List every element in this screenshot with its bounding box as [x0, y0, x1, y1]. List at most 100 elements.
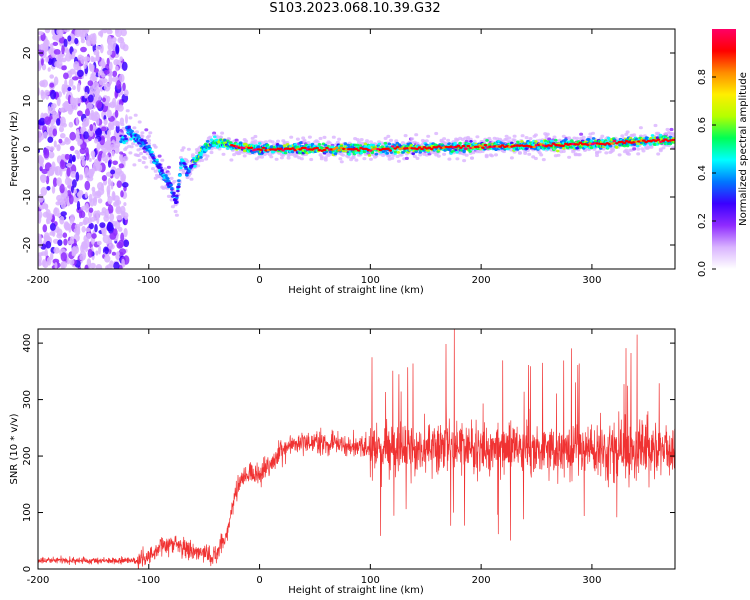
heatmap-cell [343, 142, 348, 146]
heatmap-cell [129, 137, 133, 141]
heatmap-peak [315, 146, 320, 150]
heatmap-cell [147, 138, 151, 143]
heatmap-cell [547, 146, 551, 150]
heatmap-cell [129, 145, 134, 149]
x-tick-label: -100 [137, 275, 160, 286]
heatmap-cell [83, 216, 89, 225]
heatmap-cell [484, 153, 489, 157]
heatmap-cell [88, 158, 92, 162]
heatmap-cell [337, 137, 342, 141]
heatmap-peak [568, 142, 573, 146]
y-tick-label: 10 [22, 95, 33, 108]
snr-x-ticks: -200 -100 0 100 200 300 [27, 329, 601, 586]
heatmap-cell [128, 151, 133, 155]
heatmap-cell [112, 160, 118, 166]
heatmap-cell [38, 130, 42, 140]
heatmap-cell [116, 214, 123, 221]
heatmap-cell [46, 256, 52, 266]
heatmap-cell [97, 198, 103, 204]
heatmap-cell [56, 228, 63, 237]
heatmap-cell [279, 156, 284, 160]
heatmap-cell [87, 248, 93, 258]
heatmap-cell [502, 149, 506, 154]
heatmap-cell [63, 29, 70, 33]
heatmap-cell [117, 104, 124, 112]
heatmap-cell [109, 260, 114, 268]
heatmap-cell [88, 168, 94, 178]
spectrogram-marks [38, 29, 675, 269]
heatmap-cell [190, 153, 195, 157]
heatmap-cell [426, 149, 431, 152]
heatmap-cell [462, 159, 467, 163]
heatmap-cell [256, 145, 261, 149]
heatmap-cell [144, 128, 149, 132]
heatmap-cell [554, 138, 558, 142]
heatmap-cell [434, 131, 439, 136]
heatmap-cell [494, 148, 498, 152]
heatmap-cell [160, 158, 165, 162]
heatmap-cell [556, 153, 561, 157]
heatmap-peak [551, 142, 556, 145]
heatmap-cell [96, 210, 101, 219]
heatmap-cell [339, 160, 344, 164]
heatmap-cell [71, 251, 77, 257]
colorbar-gradient [712, 29, 736, 269]
heatmap-cell [92, 39, 97, 45]
heatmap-cell [49, 120, 55, 126]
heatmap-cell [79, 221, 83, 227]
heatmap-cell [187, 170, 191, 173]
heatmap-cell [95, 94, 102, 102]
heatmap-cell [39, 80, 45, 87]
heatmap-cell [242, 154, 247, 158]
heatmap-cell [101, 227, 107, 237]
heatmap-peak [481, 146, 485, 149]
heatmap-peak [356, 149, 361, 152]
heatmap-cell [73, 189, 77, 194]
heatmap-cell [139, 151, 143, 156]
heatmap-cell [48, 151, 55, 159]
heatmap-cell [323, 158, 328, 162]
colorbar-ticks: 0.0 0.2 0.4 0.6 0.8 [697, 69, 716, 277]
heatmap-cell [85, 152, 90, 161]
heatmap-cell [105, 265, 109, 269]
heatmap-peak [610, 142, 614, 145]
heatmap-cell [140, 134, 145, 138]
heatmap-peak [300, 146, 305, 150]
heatmap-cell [159, 166, 163, 170]
heatmap-cell [46, 186, 51, 191]
heatmap-cell [101, 175, 107, 182]
heatmap-peak [437, 145, 441, 148]
heatmap-cell [89, 65, 95, 72]
heatmap-cell [205, 154, 210, 158]
heatmap-cell [179, 166, 183, 170]
heatmap-cell [295, 137, 300, 141]
heatmap-cell [137, 120, 142, 124]
heatmap-cell [98, 245, 102, 255]
heatmap-cell [175, 200, 179, 204]
heatmap-cell [143, 139, 147, 143]
heatmap-cell [67, 107, 73, 115]
heatmap-cell [589, 146, 594, 150]
heatmap-cell [70, 214, 75, 221]
heatmap-cell [591, 131, 595, 135]
x-tick-label: -200 [27, 575, 50, 586]
heatmap-cell [166, 165, 171, 169]
heatmap-cell [567, 155, 572, 159]
heatmap-cell [59, 167, 63, 177]
heatmap-cell [77, 54, 84, 61]
heatmap-peak [298, 148, 302, 151]
heatmap-cell [540, 139, 544, 143]
heatmap-cell [68, 194, 74, 205]
heatmap-cell [323, 143, 328, 147]
heatmap-cell [95, 250, 99, 256]
heatmap-cell [103, 143, 111, 149]
heatmap-cell [229, 158, 234, 162]
heatmap-cell [89, 262, 96, 269]
heatmap-cell [204, 157, 209, 161]
heatmap-cell [369, 140, 373, 144]
heatmap-cell [119, 117, 125, 125]
heatmap-cell [418, 153, 423, 157]
heatmap-cell [95, 100, 103, 109]
heatmap-cell [206, 140, 210, 143]
heatmap-cell [415, 156, 420, 160]
